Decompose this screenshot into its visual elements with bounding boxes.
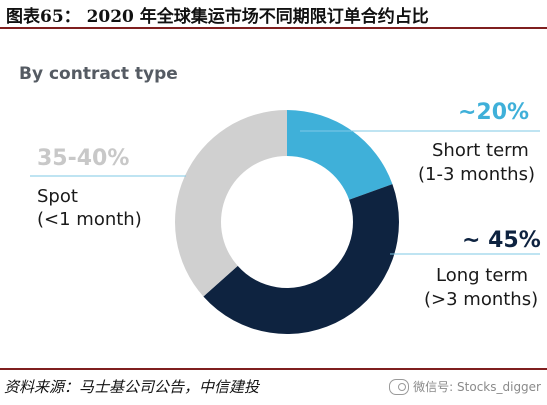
short-term-label: Short term bbox=[432, 140, 529, 161]
long-term-label: Long term bbox=[436, 265, 529, 286]
long-term-percent: ~ 45% bbox=[462, 228, 541, 253]
slice-short bbox=[287, 110, 393, 200]
spot-label: Spot bbox=[37, 186, 78, 207]
spot-range: (<1 month) bbox=[37, 209, 142, 230]
source-note: 资料来源：马士基公司公告，中信建投 bbox=[4, 378, 260, 396]
slice-spot bbox=[175, 110, 287, 297]
chart-subtitle: By contract type bbox=[19, 64, 178, 84]
wechat-icon bbox=[389, 378, 410, 395]
long-term-range: (>3 months) bbox=[424, 289, 539, 310]
watermark: 微信号: Stocks_digger bbox=[389, 378, 541, 395]
figure-title: 图表65： 2020 年全球集运市场不同期限订单合约占比 bbox=[6, 7, 429, 27]
slice-long bbox=[203, 184, 399, 335]
spot-percent: 35-40% bbox=[37, 146, 130, 171]
watermark-text: 微信号: Stocks_digger bbox=[413, 380, 541, 394]
footer-rule bbox=[0, 368, 547, 370]
short-term-percent: ~20% bbox=[458, 100, 530, 125]
short-term-range: (1-3 months) bbox=[418, 164, 535, 185]
title-rule bbox=[0, 27, 547, 29]
